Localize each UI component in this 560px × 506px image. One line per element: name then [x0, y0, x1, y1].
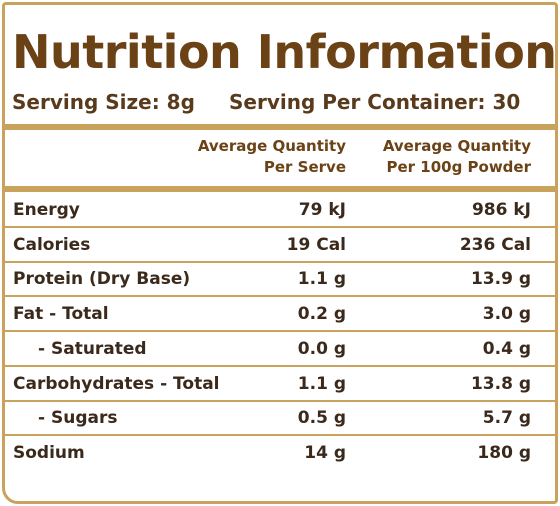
row-value: 0.0 g	[297, 338, 346, 359]
row-value: 79 kJ	[298, 200, 346, 220]
row-value: 3.0 g	[482, 304, 531, 325]
divider-thick	[5, 124, 555, 130]
row-value: 13.9 g	[470, 269, 531, 290]
column-header: Average Quantity	[382, 137, 531, 155]
row-label: Fat - Total	[13, 304, 109, 325]
row-value: 0.2 g	[297, 304, 346, 325]
row-divider	[5, 295, 555, 298]
divider-thick	[5, 186, 555, 192]
row-value: 13.8 g	[470, 373, 531, 394]
row-value: 986 kJ	[471, 200, 531, 220]
row-value: 19 Cal	[286, 234, 346, 255]
row-value: 14 g	[304, 442, 346, 463]
row-divider	[5, 399, 555, 402]
row-label: Protein (Dry Base)	[13, 269, 191, 290]
title: Nutrition Information	[12, 25, 557, 79]
row-label: - Saturated	[38, 338, 147, 359]
row-value: 236 Cal	[459, 234, 531, 255]
column-header: Per Serve	[263, 158, 346, 176]
row-label: Calories	[13, 234, 91, 255]
servings-per-container: Serving Per Container: 30	[229, 90, 521, 114]
row-divider	[5, 260, 555, 263]
row-label: Carbohydrates - Total	[13, 373, 220, 394]
row-label: - Sugars	[38, 408, 118, 429]
row-divider	[5, 226, 555, 228]
row-divider	[5, 330, 555, 333]
row-label: Sodium	[13, 442, 85, 463]
row-value: 1.1 g	[297, 373, 346, 394]
row-value: 180 g	[477, 442, 531, 463]
row-label: Energy	[13, 200, 80, 220]
column-header: Per 100g Powder	[386, 158, 531, 176]
row-value: 0.4 g	[482, 338, 531, 359]
row-value: 0.5 g	[297, 408, 346, 429]
row-value: 5.7 g	[482, 408, 531, 429]
row-divider	[5, 434, 555, 437]
row-value: 1.1 g	[297, 269, 346, 290]
column-header: Average Quantity	[197, 137, 346, 155]
row-divider	[5, 364, 555, 367]
serving-size: Serving Size: 8g	[12, 90, 195, 114]
